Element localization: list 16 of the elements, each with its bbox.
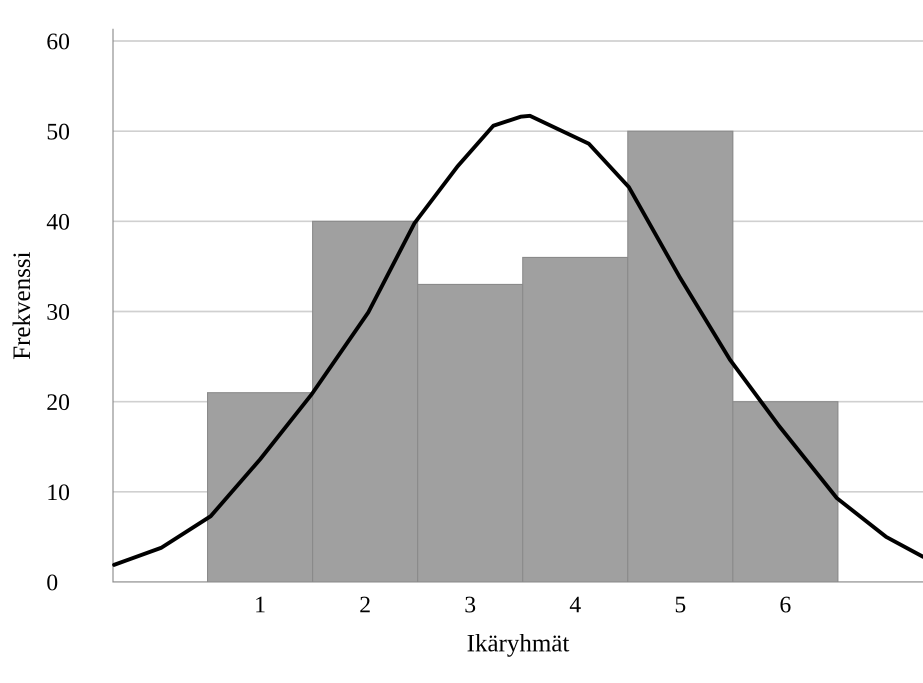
x-tick-label: 1 <box>256 596 265 612</box>
x-tick-label: 5 <box>676 596 686 613</box>
y-tick-label: 0 <box>47 574 58 590</box>
x-axis-title: Ikäryhmät <box>468 634 570 657</box>
y-tick-label: 20 <box>47 394 70 410</box>
y-axis-title: Frekvenssi <box>12 252 30 360</box>
x-tick-label: 4 <box>570 596 581 612</box>
y-tick-label: 60 <box>47 33 70 50</box>
x-tick-label: 6 <box>780 596 791 613</box>
line-series <box>112 114 923 567</box>
x-tick-label: 2 <box>360 596 370 612</box>
y-tick-label: 50 <box>48 124 70 140</box>
y-tick-label: 10 <box>48 484 70 500</box>
y-tick-label: 30 <box>47 304 70 320</box>
x-tick-label: 3 <box>465 596 476 613</box>
y-tick-label: 40 <box>46 214 70 230</box>
